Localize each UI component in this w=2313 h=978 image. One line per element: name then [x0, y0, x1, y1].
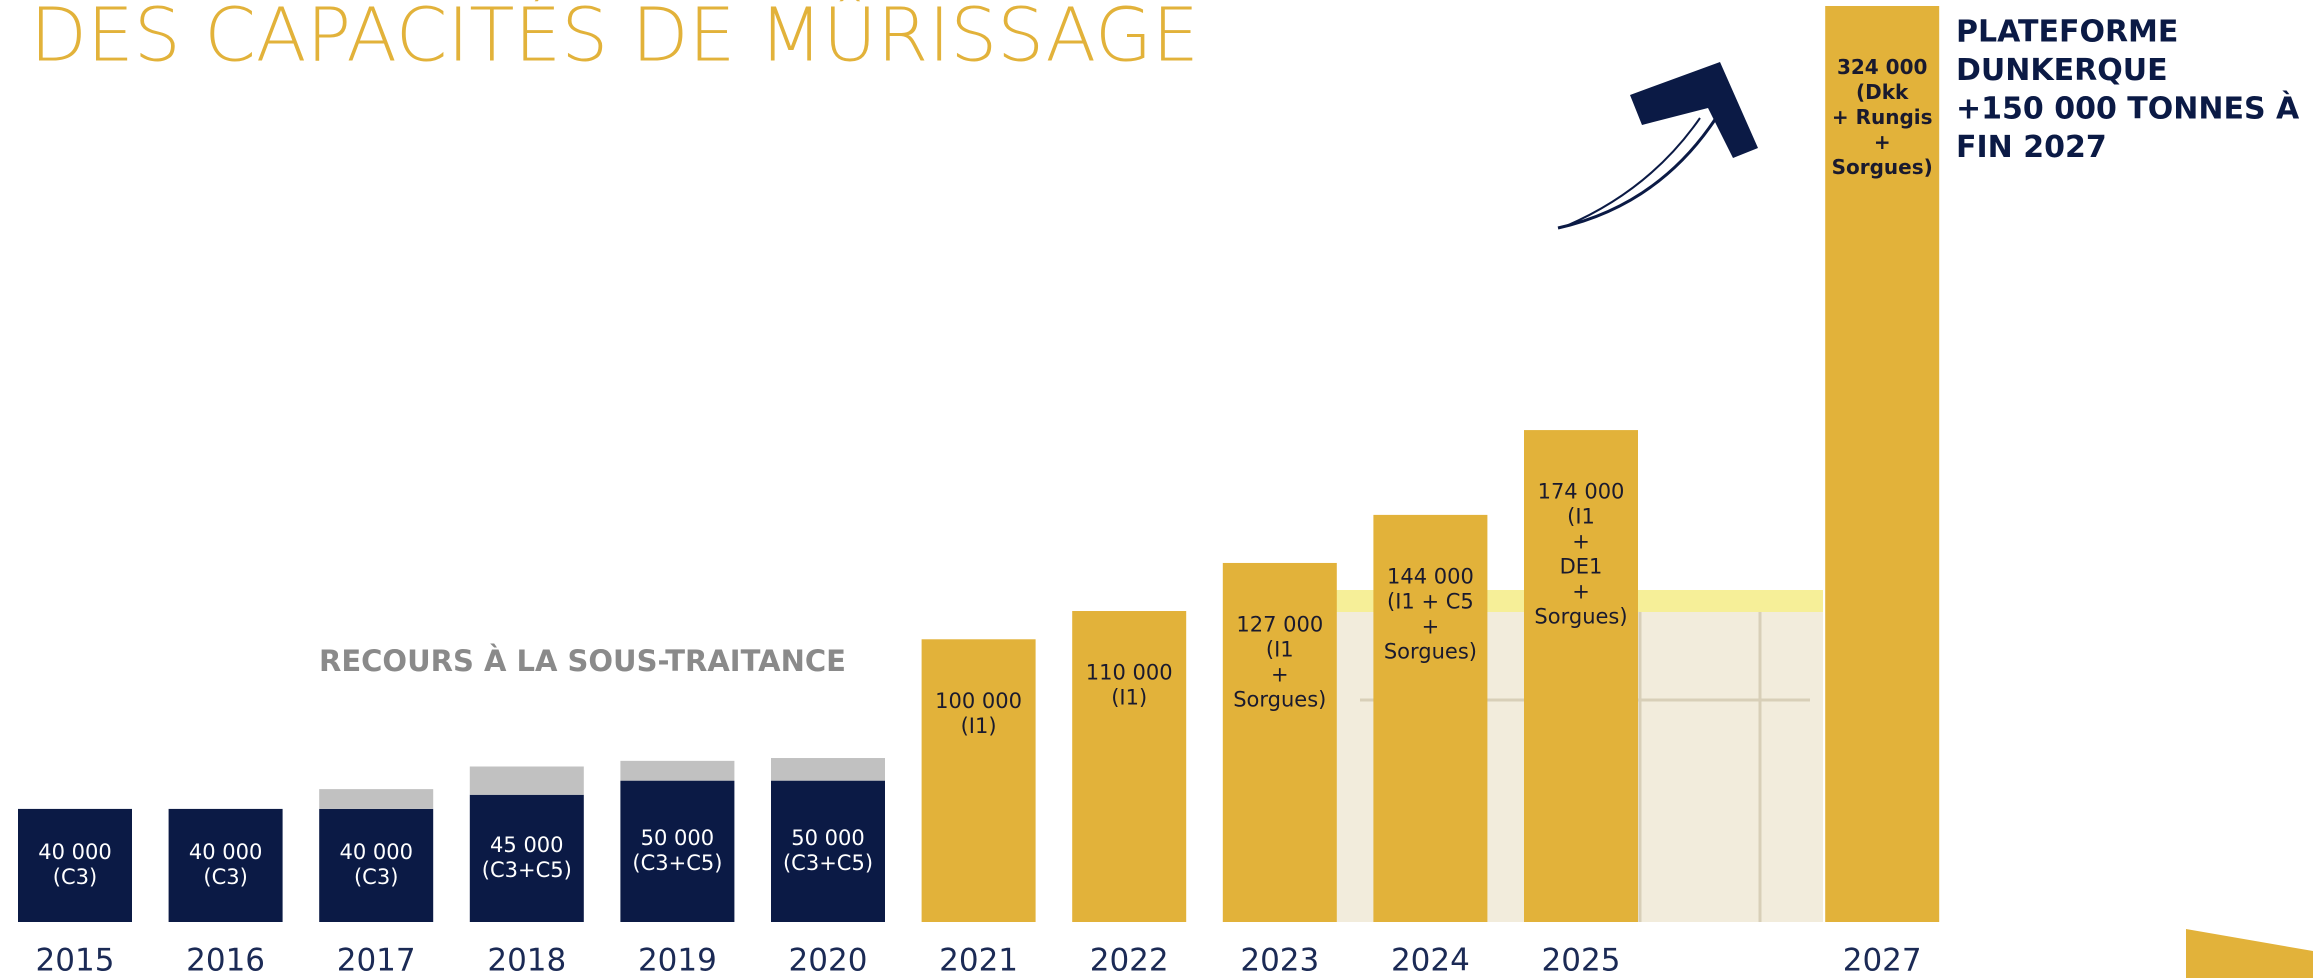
annotation-line: +150 000 TONNES À	[1956, 91, 2300, 127]
x-tick-label: 2021	[939, 943, 1018, 978]
value-label: (Dkk	[1856, 80, 1909, 104]
value-label: (I1)	[961, 714, 997, 738]
subcontracting-bar	[771, 758, 885, 781]
bar	[1072, 611, 1186, 922]
x-tick-label: 2015	[36, 943, 115, 978]
x-tick-label: 2018	[487, 943, 566, 978]
value-label: Sorgues)	[1832, 155, 1933, 179]
subcontracting-bar	[319, 789, 433, 809]
value-label: + Rungis	[1832, 105, 1933, 129]
value-label: 40 000	[339, 840, 412, 864]
value-label: (C3)	[203, 865, 247, 889]
corner-shape	[2186, 929, 2313, 978]
value-label: 50 000	[641, 826, 714, 850]
value-label: Sorgues)	[1233, 687, 1326, 711]
chart-title: DES CAPACITÉS DE MÛRISSAGE	[30, 0, 1199, 79]
value-label: +	[1572, 530, 1590, 554]
value-label: (C3)	[53, 865, 97, 889]
subcontracting-bar	[620, 761, 734, 781]
value-label: (C3+C5)	[783, 851, 873, 875]
page: DES CAPACITÉS DE MÛRISSAGE PLATEFORMEDUN…	[0, 0, 2313, 978]
x-tick-label: 2022	[1090, 943, 1169, 978]
arrow-icon	[1558, 62, 1758, 228]
x-tick-label: 2024	[1391, 943, 1470, 978]
value-label: 40 000	[38, 840, 111, 864]
value-label: (C3+C5)	[632, 851, 722, 875]
value-label: 45 000	[490, 833, 563, 857]
value-label: +	[1572, 580, 1590, 604]
value-label: (C3)	[354, 865, 398, 889]
annotation-line: DUNKERQUE	[1956, 53, 2168, 88]
x-tick-label: 2027	[1843, 943, 1922, 978]
subcontracting-bar	[470, 767, 584, 795]
value-label: 144 000	[1387, 564, 1474, 588]
value-label: 100 000	[935, 689, 1022, 713]
value-label: (I1	[1567, 505, 1595, 529]
x-tick-label: 2016	[186, 943, 265, 978]
value-label: +	[1874, 130, 1891, 154]
value-label: Sorgues)	[1384, 639, 1477, 663]
value-label: (I1 + C5	[1387, 589, 1474, 613]
value-label: Sorgues)	[1534, 605, 1627, 629]
annotation-line: PLATEFORME	[1956, 15, 2178, 50]
value-label: (I1	[1266, 637, 1294, 661]
value-label: 127 000	[1236, 612, 1323, 636]
bar	[922, 639, 1036, 922]
value-label: (C3+C5)	[482, 858, 572, 882]
value-label: (I1)	[1111, 686, 1147, 710]
chart: DES CAPACITÉS DE MÛRISSAGE PLATEFORMEDUN…	[0, 0, 2313, 978]
x-tick-label: 2019	[638, 943, 717, 978]
value-label: 174 000	[1538, 480, 1625, 504]
value-label: +	[1422, 614, 1440, 638]
value-label: 40 000	[189, 840, 262, 864]
value-label: 50 000	[791, 826, 864, 850]
value-label: +	[1271, 662, 1289, 686]
x-tick-label: 2020	[789, 943, 868, 978]
value-label: DE1	[1560, 555, 1603, 579]
x-tick-label: 2017	[337, 943, 416, 978]
value-label: 324 000	[1837, 55, 1927, 79]
annotation-line: FIN 2027	[1956, 130, 2107, 165]
x-tick-label: 2025	[1542, 943, 1621, 978]
x-tick-label: 2023	[1240, 943, 1319, 978]
value-label: 110 000	[1086, 661, 1173, 685]
series-label: RECOURS À LA SOUS-TRAITANCE	[319, 644, 846, 678]
